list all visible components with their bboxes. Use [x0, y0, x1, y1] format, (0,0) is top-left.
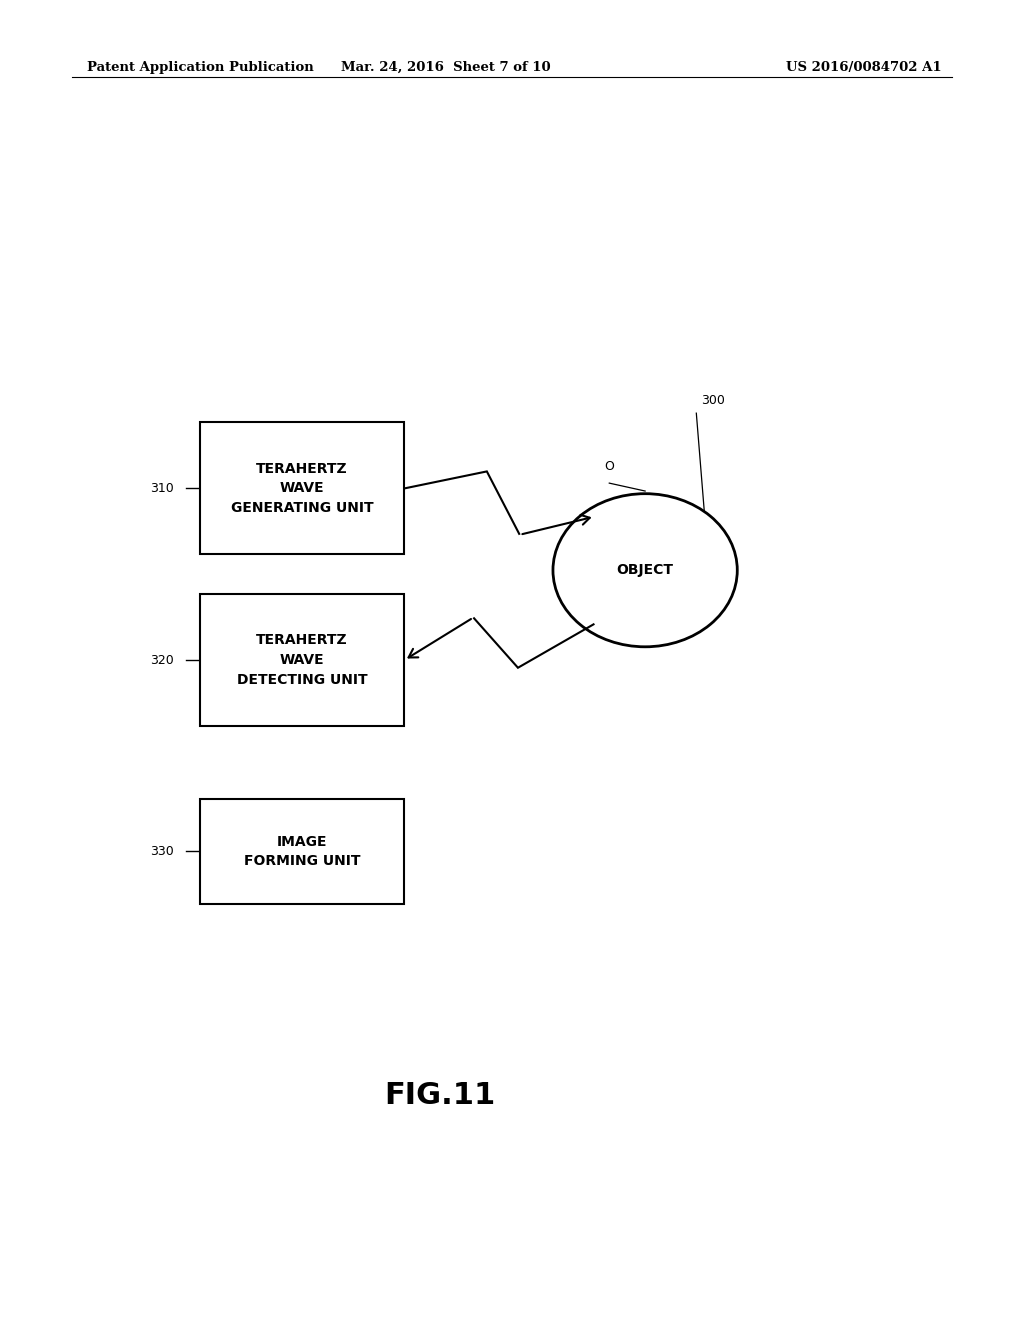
- Bar: [200, 799, 404, 904]
- Text: IMAGE
FORMING UNIT: IMAGE FORMING UNIT: [244, 834, 360, 869]
- Text: 310: 310: [151, 482, 174, 495]
- Text: Mar. 24, 2016  Sheet 7 of 10: Mar. 24, 2016 Sheet 7 of 10: [341, 61, 550, 74]
- Ellipse shape: [553, 494, 737, 647]
- Text: US 2016/0084702 A1: US 2016/0084702 A1: [786, 61, 942, 74]
- Text: 320: 320: [151, 653, 174, 667]
- Bar: [200, 422, 404, 554]
- Text: TERAHERTZ
WAVE
DETECTING UNIT: TERAHERTZ WAVE DETECTING UNIT: [237, 634, 368, 686]
- Text: OBJECT: OBJECT: [616, 564, 674, 577]
- Text: FIG.11: FIG.11: [385, 1081, 496, 1110]
- Text: 300: 300: [701, 393, 725, 407]
- Text: Patent Application Publication: Patent Application Publication: [87, 61, 313, 74]
- Bar: [200, 594, 404, 726]
- Text: TERAHERTZ
WAVE
GENERATING UNIT: TERAHERTZ WAVE GENERATING UNIT: [230, 462, 374, 515]
- Text: O: O: [604, 459, 614, 473]
- Text: 330: 330: [151, 845, 174, 858]
